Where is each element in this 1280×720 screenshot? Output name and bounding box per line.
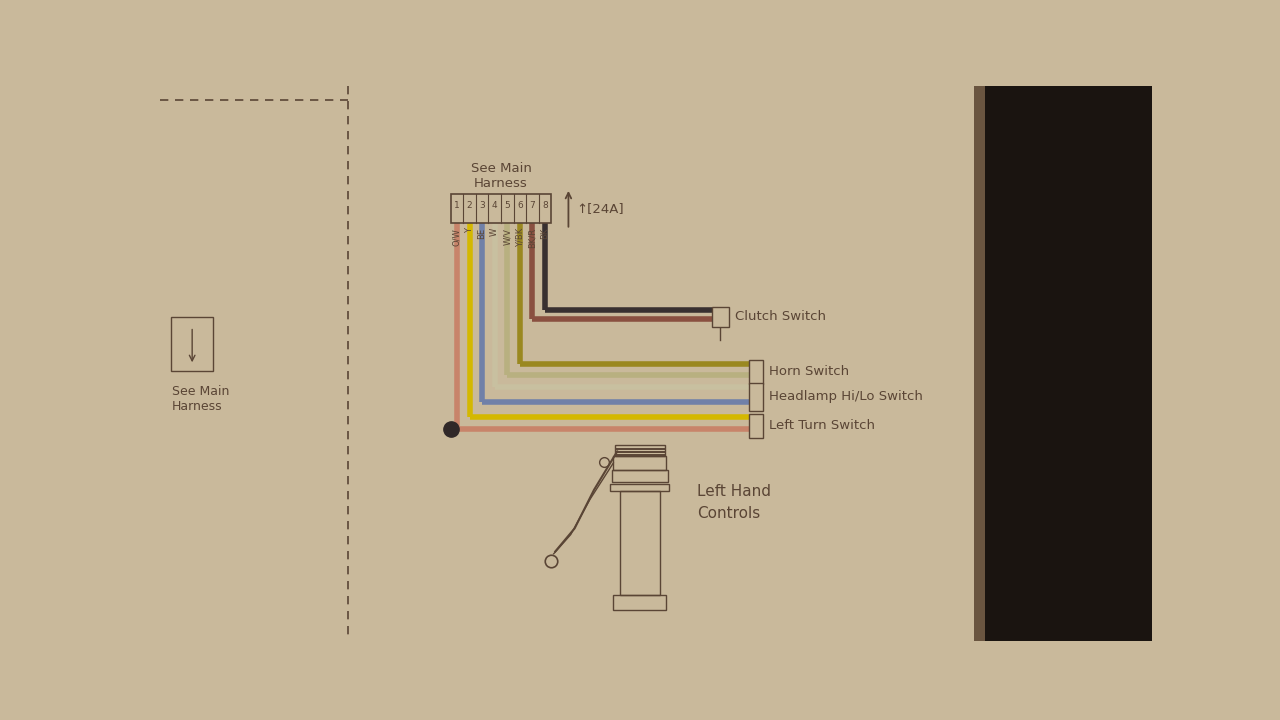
Bar — [170, 318, 214, 372]
Bar — [613, 456, 666, 470]
Text: 4: 4 — [492, 202, 498, 210]
Text: W: W — [490, 228, 499, 236]
Bar — [749, 383, 763, 410]
Bar — [451, 194, 552, 223]
Bar — [620, 492, 660, 595]
Bar — [611, 484, 669, 492]
Text: Y: Y — [465, 228, 474, 233]
Text: See Main
Harness: See Main Harness — [471, 162, 531, 190]
Text: ↑[24A]: ↑[24A] — [576, 202, 623, 215]
Text: Headlamp Hi/Lo Switch: Headlamp Hi/Lo Switch — [769, 390, 923, 403]
Text: Left Turn Switch: Left Turn Switch — [769, 419, 876, 432]
Text: BK: BK — [540, 228, 549, 240]
Bar — [982, 86, 1152, 641]
Text: 2: 2 — [467, 202, 472, 210]
Text: BE: BE — [477, 228, 486, 239]
Text: BK/R: BK/R — [527, 228, 538, 248]
Text: 1: 1 — [454, 202, 460, 210]
Text: 3: 3 — [479, 202, 485, 210]
Text: W/V: W/V — [503, 228, 512, 245]
Bar — [614, 445, 664, 456]
Bar — [712, 307, 728, 327]
Bar — [749, 360, 763, 384]
Text: Left Hand
Controls: Left Hand Controls — [698, 484, 771, 521]
Text: Y/BK: Y/BK — [516, 228, 525, 248]
Text: 5: 5 — [504, 202, 511, 210]
Text: Clutch Switch: Clutch Switch — [735, 310, 826, 323]
Text: See Main
Harness: See Main Harness — [172, 385, 229, 413]
Text: 6: 6 — [517, 202, 522, 210]
Text: 8: 8 — [543, 202, 548, 210]
Bar — [974, 86, 984, 641]
Bar — [612, 470, 668, 482]
Text: Horn Switch: Horn Switch — [769, 365, 849, 378]
Bar — [749, 414, 763, 438]
Text: 7: 7 — [530, 202, 535, 210]
Text: O/W: O/W — [452, 228, 461, 246]
Bar — [613, 595, 666, 610]
